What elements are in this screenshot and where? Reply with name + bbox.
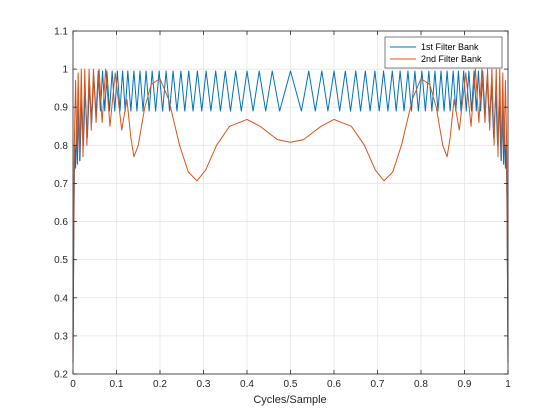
x-tick-label: 0.1 [110, 379, 124, 390]
x-tick-label: 0.5 [284, 379, 298, 390]
y-tick-label: 0.3 [54, 331, 68, 342]
x-tick-label: 0.3 [197, 379, 211, 390]
y-tick-label: 1.1 [54, 27, 68, 38]
series-lines [72, 68, 509, 363]
x-tick-label: 0.7 [371, 379, 385, 390]
x-tick-label: 0 [70, 379, 76, 390]
legend-box [384, 36, 503, 69]
x-tick-label: 0.2 [153, 379, 167, 390]
y-tick-label: 0.2 [54, 370, 68, 381]
x-tick-label: 0.9 [458, 379, 472, 390]
x-tick-label: 1 [505, 379, 511, 390]
y-tick-label: 1 [62, 65, 68, 76]
x-tick-label: 0.6 [327, 379, 341, 390]
y-tick-label: 0.8 [54, 141, 68, 152]
x-tick-label: 0.4 [240, 379, 254, 390]
legend-label-1: 1st Filter Bank [421, 42, 479, 52]
y-tick-label: 0.5 [54, 255, 68, 266]
series-line-1 [72, 70, 509, 363]
y-tick-label: 0.6 [54, 217, 68, 228]
series-line-2 [72, 68, 509, 359]
y-tick-label: 0.4 [54, 293, 68, 304]
y-tick-label: 0.9 [54, 103, 68, 114]
legend-label-2: 2nd Filter Bank [421, 54, 482, 64]
y-tick-label: 0.7 [54, 179, 68, 190]
legend: 1st Filter Bank 2nd Filter Bank [384, 36, 503, 69]
x-axis-title: Cycles/Sample [253, 394, 326, 406]
axis-ticks: 0 0.1 0.2 0.3 0.4 0.5 0.6 0.7 0.8 0.9 1 0.2 0.3 0.4 0.… [54, 27, 511, 391]
x-tick-label: 0.8 [414, 379, 428, 390]
